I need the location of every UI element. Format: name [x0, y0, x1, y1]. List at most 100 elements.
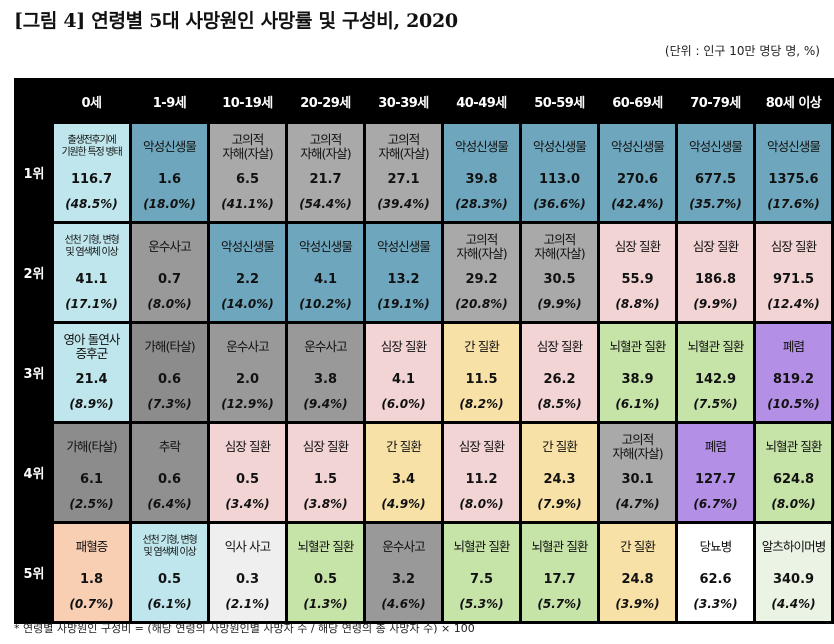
- composition-ratio: (3.3%): [693, 596, 738, 611]
- composition-ratio: (4.9%): [381, 496, 426, 511]
- age-group-header: 40-49세: [444, 81, 519, 121]
- cause-cell: 당뇨병 62.6 (3.3%): [678, 524, 753, 621]
- cause-name: 악성신생물: [454, 138, 509, 154]
- cause-name: 고의적 자해(자살): [378, 131, 429, 161]
- composition-ratio: (8.0%): [771, 496, 816, 511]
- cause-name: 간 질환: [386, 438, 422, 454]
- cause-cell: 뇌혈관 질환 0.5 (1.3%): [288, 524, 363, 621]
- cause-cell: 악성신생물 4.1 (10.2%): [288, 224, 363, 321]
- death-rate: 4.1: [313, 271, 338, 287]
- rank-row: 3위 영아 돌연사 증후군 21.4 (8.9%) 가해(타살) 0.6 (7.3%) 운수사…: [17, 324, 831, 421]
- death-rate: 24.8: [621, 571, 654, 587]
- age-group-header: 60-69세: [600, 81, 675, 121]
- cause-name: 영아 돌연사 증후군: [63, 331, 120, 361]
- composition-ratio: (17.6%): [767, 196, 820, 211]
- death-rate: 3.8: [313, 371, 338, 387]
- composition-ratio: (4.7%): [615, 496, 660, 511]
- cause-cell: 폐렴 127.7 (6.7%): [678, 424, 753, 521]
- death-rate: 11.2: [465, 471, 498, 487]
- death-rate: 6.5: [235, 171, 260, 187]
- composition-ratio: (1.3%): [303, 596, 348, 611]
- cause-cell: 운수사고 3.8 (9.4%): [288, 324, 363, 421]
- composition-ratio: (3.4%): [225, 496, 270, 511]
- composition-ratio: (2.1%): [225, 596, 270, 611]
- composition-ratio: (9.9%): [693, 296, 738, 311]
- composition-ratio: (7.3%): [147, 396, 192, 411]
- cause-name: 뇌혈관 질환: [453, 538, 510, 554]
- cause-cell: 뇌혈관 질환 7.5 (5.3%): [444, 524, 519, 621]
- cause-name: 심장 질환: [536, 338, 583, 354]
- cause-name: 당뇨병: [699, 538, 733, 554]
- rank-label: 2위: [17, 224, 51, 321]
- table-body: 1위 출생전후기에 기원한 특정 병태 116.7 (48.5%) 악성신생물 1.6 (1…: [17, 124, 831, 621]
- composition-ratio: (8.5%): [537, 396, 582, 411]
- death-rate: 0.5: [157, 571, 182, 587]
- cause-cell: 심장 질환 971.5 (12.4%): [756, 224, 831, 321]
- cause-cell: 심장 질환 1.5 (3.8%): [288, 424, 363, 521]
- cause-name: 뇌혈관 질환: [531, 538, 588, 554]
- composition-ratio: (9.4%): [303, 396, 348, 411]
- composition-ratio: (6.1%): [615, 396, 660, 411]
- cause-cell: 심장 질환 55.9 (8.8%): [600, 224, 675, 321]
- cause-name: 가해(타살): [66, 438, 117, 454]
- cause-cell: 악성신생물 2.2 (14.0%): [210, 224, 285, 321]
- death-rate: 971.5: [772, 271, 815, 287]
- death-rate: 0.5: [313, 571, 338, 587]
- cause-cell: 뇌혈관 질환 17.7 (5.7%): [522, 524, 597, 621]
- composition-ratio: (18.0%): [143, 196, 196, 211]
- composition-ratio: (39.4%): [377, 196, 430, 211]
- cause-name: 심장 질환: [458, 438, 505, 454]
- death-rate: 29.2: [465, 271, 498, 287]
- composition-ratio: (8.0%): [147, 296, 192, 311]
- composition-ratio: (8.2%): [459, 396, 504, 411]
- composition-ratio: (8.8%): [615, 296, 660, 311]
- cause-name: 악성신생물: [688, 138, 743, 154]
- cause-name: 악성신생물: [766, 138, 821, 154]
- age-group-header: 30-39세: [366, 81, 441, 121]
- cause-cell: 악성신생물 13.2 (19.1%): [366, 224, 441, 321]
- cause-name: 악성신생물: [610, 138, 665, 154]
- cause-name: 뇌혈관 질환: [687, 338, 744, 354]
- age-group-header: 0세: [54, 81, 129, 121]
- cause-name: 심장 질환: [692, 238, 739, 254]
- cause-cell: 선천 기형, 변형 및 염색체 이상 41.1 (17.1%): [54, 224, 129, 321]
- composition-ratio: (7.9%): [537, 496, 582, 511]
- rank-label: 4위: [17, 424, 51, 521]
- rank-row: 5위 패혈증 1.8 (0.7%) 선천 기형, 변형 및 염색체 이상 0.5 (6.1%…: [17, 524, 831, 621]
- death-rate: 2.2: [235, 271, 260, 287]
- death-rate: 142.9: [694, 371, 737, 387]
- cause-cell: 심장 질환 11.2 (8.0%): [444, 424, 519, 521]
- rank-row: 2위 선천 기형, 변형 및 염색체 이상 41.1 (17.1%) 운수사고 0.7 (8…: [17, 224, 831, 321]
- cause-name: 추락: [158, 438, 181, 454]
- age-group-header: 20-29세: [288, 81, 363, 121]
- cause-name: 간 질환: [542, 438, 578, 454]
- cause-name: 폐렴: [782, 338, 805, 354]
- cause-name: 운수사고: [226, 338, 269, 354]
- cause-cell: 추락 0.6 (6.4%): [132, 424, 207, 521]
- cause-name: 뇌혈관 질환: [609, 338, 666, 354]
- cause-name: 가해(타살): [144, 338, 195, 354]
- age-group-header: 70-79세: [678, 81, 753, 121]
- cause-cell: 고의적 자해(자살) 21.7 (54.4%): [288, 124, 363, 221]
- death-rate: 2.0: [235, 371, 260, 387]
- composition-ratio: (20.8%): [455, 296, 508, 311]
- cause-name: 간 질환: [464, 338, 500, 354]
- composition-ratio: (8.9%): [69, 396, 114, 411]
- death-rate: 116.7: [70, 171, 113, 187]
- death-rate: 39.8: [465, 171, 498, 187]
- composition-ratio: (12.9%): [221, 396, 274, 411]
- death-rate: 1.8: [79, 571, 104, 587]
- cause-name: 심장 질환: [302, 438, 349, 454]
- cause-name: 알츠하이머병: [761, 538, 827, 554]
- cause-cell: 간 질환 11.5 (8.2%): [444, 324, 519, 421]
- death-rate: 7.5: [469, 571, 494, 587]
- cause-cell: 선천 기형, 변형 및 염색체 이상 0.5 (6.1%): [132, 524, 207, 621]
- header-row: 0세 1-9세 10-19세 20-29세 30-39세 40-49세 50-59세 60-6…: [17, 81, 831, 121]
- death-rate: 30.1: [621, 471, 654, 487]
- death-rate: 21.7: [309, 171, 342, 187]
- cause-name: 심장 질환: [614, 238, 661, 254]
- cause-cell: 심장 질환 26.2 (8.5%): [522, 324, 597, 421]
- rank-label: 3위: [17, 324, 51, 421]
- composition-ratio: (10.2%): [299, 296, 352, 311]
- cause-cell: 뇌혈관 질환 38.9 (6.1%): [600, 324, 675, 421]
